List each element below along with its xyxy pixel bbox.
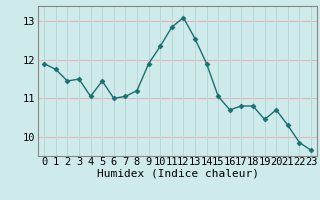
X-axis label: Humidex (Indice chaleur): Humidex (Indice chaleur) [97, 169, 259, 179]
